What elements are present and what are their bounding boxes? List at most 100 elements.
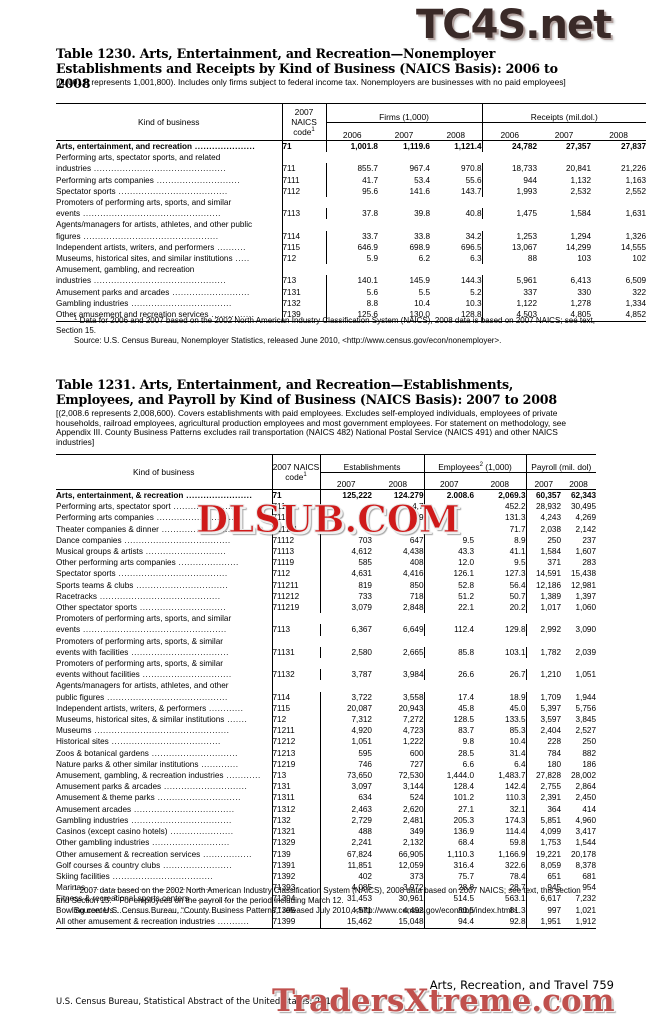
table-row: Independent artists, writers, and perfor… [56, 241, 646, 254]
row-value: 1,584 [525, 546, 562, 558]
row-value: 103 [577, 254, 592, 264]
row-value: 101.2 [423, 792, 475, 804]
row-value: 1,222 [403, 737, 424, 747]
row-value: 37.8 [325, 208, 378, 220]
row-naics-code: 71112 [271, 534, 320, 547]
row-value: 703 [319, 534, 372, 547]
leader-dots: ................................... [109, 871, 214, 881]
table-1230-footnote-1: 1 Data for 2006 and 2007 based on the 20… [56, 315, 595, 335]
row-value: 71.7 [509, 524, 526, 534]
leader-dots: ............... [208, 310, 255, 320]
row-value: 15,438 [570, 569, 597, 579]
row-naics-code: 71391 [271, 859, 320, 871]
row-label: Theater companies & dinner .............… [56, 524, 237, 534]
row-label: Amusement, gambling, and recreation [56, 265, 195, 275]
col-year-receipts-2006: 2006 [481, 121, 538, 141]
leader-dots: ................................... [128, 815, 232, 825]
row-value: 33.7 [325, 230, 378, 242]
row-value: 1,389 [525, 590, 562, 603]
row-label: Performing arts companies ..............… [56, 513, 241, 523]
table-row: Museums, historical sites, & similar ins… [56, 714, 596, 726]
row-value: 2,391 [525, 792, 562, 804]
col-group-employees-unit: (1,000) [485, 461, 512, 472]
row-naics-code: 711212 [271, 590, 320, 603]
row-value: 39.8 [414, 209, 430, 219]
leader-dots: ..................................... [113, 905, 224, 915]
row-spacer [281, 264, 647, 276]
row-value: 53.4 [414, 175, 430, 185]
row-value: 66,905 [398, 849, 424, 859]
row-value: 9.5 [423, 534, 475, 547]
row-value: 970.8 [461, 164, 482, 174]
col-year-est-2007: 2007 [319, 471, 372, 490]
leader-dots: ...................................... [115, 186, 228, 196]
row-value: 1,444.0 [423, 770, 475, 782]
row-value: 43.3 [423, 546, 475, 558]
row-value: 124.279 [372, 489, 425, 502]
leader-dots: ........................................… [96, 591, 221, 601]
row-value: 696.5 [461, 242, 482, 252]
row-value: 488 [319, 826, 372, 838]
table-row-label-continuation: Promoters of performing arts, sports, an… [56, 613, 597, 625]
row-value: 2,864 [575, 782, 597, 792]
row-value: 20,841 [565, 164, 592, 174]
row-value: 1,166.9 [498, 849, 526, 859]
row-value: 4,7 [412, 502, 424, 512]
row-value: 850 [409, 580, 424, 590]
table-row: events .................................… [56, 624, 596, 636]
row-label: Independent artists, writers, & performe… [56, 703, 244, 713]
row-spacer [281, 197, 647, 209]
col-year-emp-2008: 2008 [474, 471, 527, 490]
table-row: Gambling industries ....................… [56, 814, 596, 827]
row-value: 3,972 [403, 883, 424, 893]
leader-dots: ..................... [175, 558, 239, 568]
leader-dots: .......... [214, 242, 246, 252]
row-value: 12,059 [398, 860, 424, 870]
leader-dots: ........................... [149, 838, 230, 848]
row-value: 30,495 [570, 502, 597, 512]
row-value: 186 [582, 759, 597, 769]
row-label: Dance companies ........................… [56, 535, 231, 545]
row-label: industries .............................… [56, 164, 227, 174]
row-naics-code: 71213 [271, 747, 320, 759]
row-value: 819 [319, 579, 372, 591]
leader-dots: .............................. [137, 603, 227, 613]
row-label: Zoos & botanical gardens ...............… [56, 748, 238, 758]
leader-dots: .......................... [158, 524, 237, 534]
row-value [319, 512, 372, 524]
row-label: All other amusement & recreation industr… [56, 916, 250, 926]
row-naics-code: 713 [271, 770, 320, 782]
row-value: 94.4 [423, 915, 475, 929]
table-1231: Kind of business 2007 NAICS code1 Establ… [56, 454, 597, 929]
footnote-ref-1: 1 [311, 127, 315, 134]
row-naics-code: 7132 [281, 297, 326, 310]
table-row: Bowling centers ........................… [56, 904, 596, 916]
row-naics-code: 71394 [271, 893, 320, 905]
table-1230-title: Table 1230. Arts, Entertainment, and Rec… [56, 46, 558, 91]
row-value: 1,782 [525, 646, 562, 659]
row-value: 103.1 [505, 647, 526, 657]
row-naics-code: 711 [271, 501, 320, 513]
row-value: 237 [582, 535, 597, 545]
row-value: 2,132 [403, 838, 424, 848]
row-value: 67,824 [319, 848, 372, 860]
row-naics-code: 71399 [271, 915, 320, 929]
row-value: 51.2 [423, 590, 475, 603]
row-value: 17.4 [423, 691, 475, 703]
row-value: 945 [525, 882, 562, 894]
row-value: 651 [525, 870, 562, 883]
row-value: 133.5 [505, 715, 526, 725]
table-1231-source: Source: U.S. Census Bureau, “County Busi… [74, 906, 520, 915]
row-value: 1,334 [625, 298, 647, 308]
row-value: 40.8 [465, 209, 482, 219]
row-value: 1,253 [481, 230, 538, 242]
row-value: 80.5 [423, 904, 475, 916]
row-value: 6,509 [625, 276, 647, 286]
row-label: Sports teams & clubs ...................… [56, 580, 229, 590]
table-1230: Kind of business 2007 NAICS code1 Firms … [56, 103, 647, 323]
row-value: 1,951 [525, 915, 562, 929]
col-year-pay-2008: 2008 [561, 471, 597, 490]
col-year-firms-2008: 2008 [430, 121, 483, 141]
row-value: 22.1 [423, 602, 475, 614]
row-value: 2,450 [575, 793, 597, 803]
